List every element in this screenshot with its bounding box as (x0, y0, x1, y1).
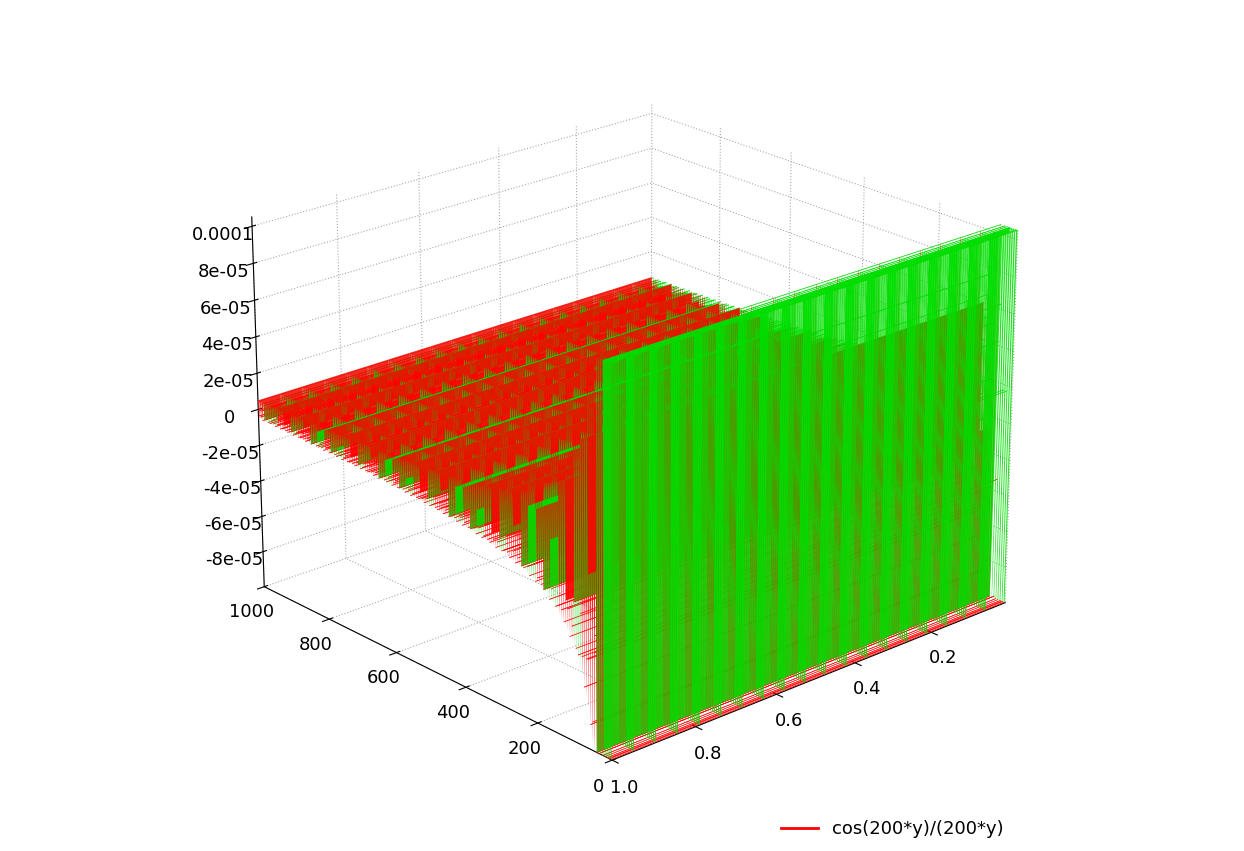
Legend: cos(200*y)/(200*y): cos(200*y)/(200*y) (774, 813, 1011, 845)
